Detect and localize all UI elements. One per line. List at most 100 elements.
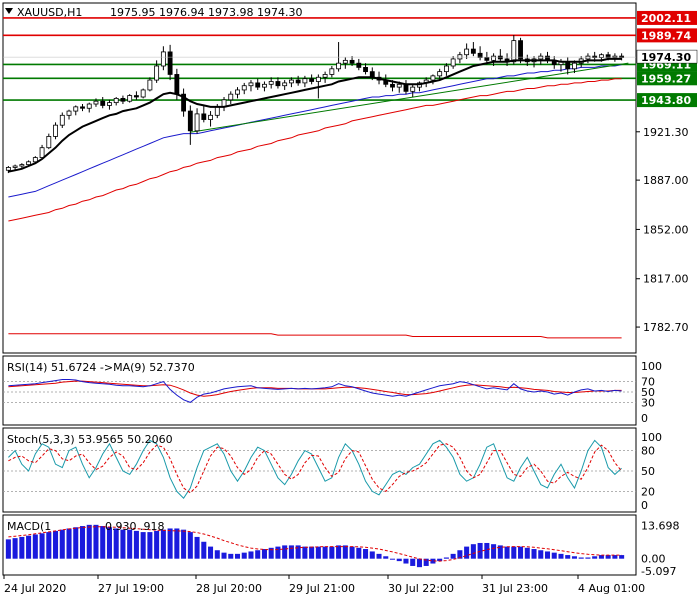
macd-bar [201, 541, 207, 559]
macd-bar [369, 551, 375, 559]
rsi-line [8, 379, 622, 403]
macd-bar [154, 530, 160, 559]
macd-bar [396, 558, 402, 562]
macd-bar [403, 558, 409, 564]
macd-bar [59, 529, 65, 559]
candle [160, 46, 166, 71]
candle [187, 105, 193, 145]
macd-bar [511, 546, 517, 559]
ma-slow-line [8, 78, 622, 222]
candle [322, 71, 328, 83]
y-tick-label: -5.097 [641, 565, 676, 578]
macd-bar [430, 558, 436, 564]
candle [585, 53, 591, 64]
candle [295, 75, 301, 86]
macd-bar [39, 533, 45, 559]
collapse-triangle-icon[interactable] [5, 8, 13, 14]
price-layer [3, 17, 636, 339]
macd-bar [612, 555, 618, 559]
stoch-k-line [8, 439, 622, 499]
candle [275, 77, 281, 89]
macd-bar [295, 545, 301, 559]
macd-bar [221, 552, 227, 559]
candle [120, 95, 126, 105]
level-badge-resistance: 2002.11 [637, 10, 697, 25]
stoch-label: Stoch(5,3,3) 53.9565 50.2060 [7, 433, 173, 446]
macd-bar [73, 527, 79, 559]
macd-bar [410, 558, 416, 566]
macd-bar [578, 557, 584, 559]
rsi-panel-frame [2, 355, 637, 426]
x-tick-label: 31 Jul 23:00 [482, 582, 548, 595]
candle [86, 102, 92, 113]
level-badge-support: 1943.80 [637, 93, 697, 108]
macd-bar [133, 530, 139, 559]
y-tick-label: 1817.00 [643, 273, 689, 286]
x-tick-label: 4 Aug 01:00 [578, 582, 645, 595]
macd-bar [160, 529, 166, 559]
candle [302, 75, 308, 88]
stoch-layer [3, 439, 636, 499]
candle [268, 77, 274, 89]
macd-bar [282, 545, 288, 559]
candle [491, 53, 497, 66]
macd-bar [12, 538, 18, 559]
macd-bar [450, 553, 456, 559]
y-tick-label: 80 [641, 445, 655, 458]
macd-bar [93, 524, 99, 559]
candle [167, 44, 173, 81]
candle [140, 88, 146, 99]
candle [477, 46, 483, 61]
candle [100, 96, 106, 109]
macd-bar [19, 536, 25, 559]
y-tick-label: 100 [641, 360, 662, 373]
x-tick-label: 30 Jul 22:00 [388, 582, 454, 595]
stoch-d-line [8, 443, 622, 494]
macd-bar [342, 545, 348, 559]
ma-fast-line [8, 57, 622, 173]
macd-bar [497, 545, 503, 559]
candle [133, 91, 139, 100]
symbol-label: XAUUSD,H1 [17, 6, 82, 19]
x-tick-label: 27 Jul 19:00 [98, 582, 164, 595]
candle [208, 111, 213, 127]
macd-bar [457, 550, 463, 559]
trend-line [190, 62, 629, 133]
macd-bar [113, 528, 119, 559]
macd-bar [174, 528, 180, 559]
y-tick-label: 1852.00 [643, 223, 689, 236]
candle [464, 43, 470, 59]
macd-bar [605, 555, 611, 559]
y-tick-label: 20 [641, 485, 655, 498]
macd-signal-line [8, 526, 622, 562]
macd-bar [120, 529, 126, 559]
candle [93, 98, 99, 107]
macd-bar [106, 527, 112, 559]
current-price-badge: 1974.30 [636, 49, 698, 64]
macd-bar [275, 546, 281, 559]
ohlc-label: 1975.95 1976.94 1973.98 1974.30 [110, 6, 302, 19]
candle [356, 58, 362, 71]
macd-bar [288, 545, 294, 559]
candle [282, 80, 288, 90]
svg-text:2002.11: 2002.11 [641, 12, 691, 25]
macd-bar [443, 557, 449, 559]
macd-bar [309, 546, 315, 559]
macd-bar [376, 553, 382, 559]
candle [538, 53, 544, 65]
macd-bar [5, 539, 11, 559]
x-tick-label: 29 Jul 21:00 [289, 582, 355, 595]
svg-text:1989.74: 1989.74 [641, 29, 691, 42]
macd-bar [544, 551, 551, 559]
candle [181, 88, 187, 117]
macd-bar [383, 556, 389, 559]
macd-bar [315, 546, 321, 559]
price-title: XAUUSD,H1 1975.95 1976.94 1973.98 1974.3… [5, 6, 302, 19]
macd-bar [336, 545, 342, 559]
candle [470, 42, 476, 57]
macd-bar [565, 555, 571, 559]
macd-bar [524, 547, 530, 559]
macd-bar [322, 546, 328, 559]
macd-bar [585, 557, 591, 559]
y-tick-label: 0 [641, 412, 648, 425]
